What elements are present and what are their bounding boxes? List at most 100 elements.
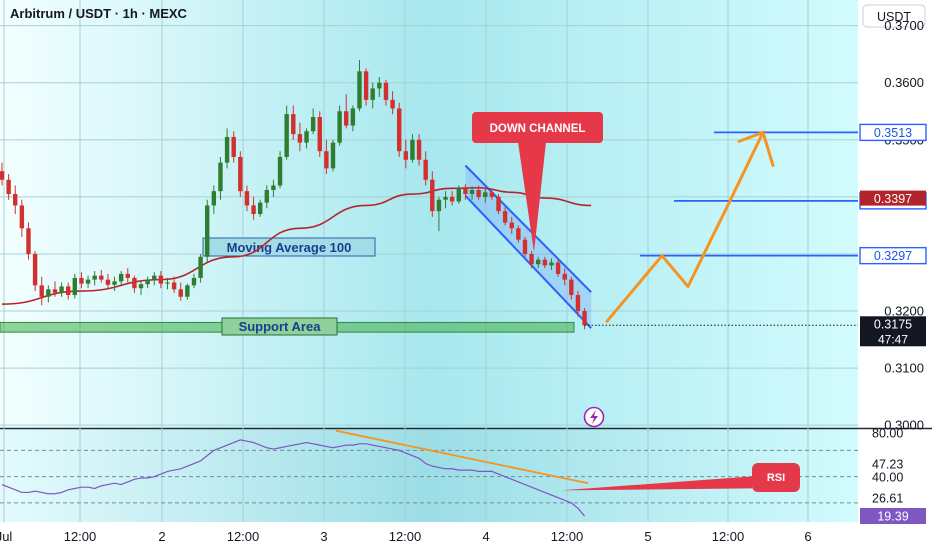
- candle: [66, 282, 71, 300]
- candle-body: [19, 205, 25, 229]
- rsi-level-label: 26.61: [872, 492, 903, 506]
- candle: [516, 225, 521, 243]
- price-grid: [0, 25, 858, 426]
- candle: [191, 273, 197, 289]
- candle-body: [66, 286, 71, 296]
- candle: [92, 271, 97, 286]
- candle-body: [582, 311, 587, 326]
- candle-body: [185, 285, 190, 297]
- candle-body: [132, 277, 137, 289]
- candle-body: [79, 277, 84, 284]
- candle: [224, 128, 230, 169]
- moving-average-label: Moving Average 100: [227, 240, 352, 255]
- level-tag-box: [859, 123, 927, 142]
- candle: [436, 196, 442, 232]
- candle-body: [410, 139, 415, 160]
- candle: [575, 291, 581, 317]
- down-channel-label: DOWN CHANNEL: [490, 123, 586, 135]
- candle-body: [59, 286, 64, 293]
- candle-body: [430, 179, 435, 212]
- candle-body: [125, 273, 130, 278]
- candle: [383, 79, 389, 106]
- candle-body: [152, 275, 157, 280]
- candle-body: [238, 156, 243, 192]
- candle-body: [264, 190, 269, 203]
- candle: [158, 271, 164, 289]
- candle: [59, 282, 64, 297]
- candle-body: [118, 273, 124, 282]
- candle-body: [297, 134, 303, 143]
- projection-arrowhead: [737, 130, 775, 167]
- candle: [403, 139, 409, 169]
- candle: [463, 184, 468, 200]
- candle-body: [529, 253, 534, 265]
- candle: [185, 283, 190, 300]
- support-area-label-box: [221, 317, 338, 336]
- candle-body: [390, 99, 395, 109]
- currency-button[interactable]: [862, 4, 926, 28]
- price-tick-label: 0.3700: [884, 18, 924, 33]
- rsi-line: [1, 439, 586, 517]
- candle: [476, 185, 481, 200]
- candle-body: [324, 151, 329, 169]
- candle-body: [443, 196, 448, 200]
- rsi-divergence-line: [335, 429, 589, 485]
- candle-body: [575, 295, 581, 312]
- candles: [0, 59, 587, 330]
- candle: [297, 122, 303, 152]
- candle-body: [476, 190, 481, 197]
- candle-body: [205, 205, 210, 257]
- candle-body: [522, 239, 528, 254]
- time-axis[interactable]: Jul 12:00 2 12:00 3 12:00 4 12:00 5 12:00 6: [0, 529, 812, 544]
- price-tick-label: 0.3000: [884, 418, 924, 433]
- candle-body: [224, 136, 230, 163]
- candle-body: [350, 108, 356, 126]
- price-tick-label: 0.3200: [884, 304, 924, 319]
- candle: [13, 185, 18, 214]
- candle-body: [165, 282, 170, 284]
- time-tick-label: 12:00: [227, 529, 260, 544]
- candle-body: [32, 253, 38, 286]
- candle: [284, 105, 289, 160]
- candle: [317, 111, 322, 157]
- candle: [211, 185, 217, 214]
- candle-body: [436, 199, 442, 212]
- candle-body: [370, 88, 375, 100]
- candle-body: [496, 196, 501, 212]
- rsi-label: RSI: [767, 472, 785, 484]
- svg-text:0.3397: 0.3397: [874, 192, 912, 206]
- candle: [430, 171, 435, 217]
- candle: [410, 134, 415, 163]
- candle-body: [344, 111, 349, 126]
- rsi-pane-background: [0, 429, 858, 522]
- candle: [370, 82, 375, 109]
- lightning-icon[interactable]: [583, 406, 605, 428]
- candle: [85, 275, 91, 289]
- currency-label: USDT: [877, 10, 911, 24]
- candle-body: [178, 289, 183, 297]
- candle: [456, 185, 461, 204]
- candle: [32, 251, 38, 292]
- price-tick-label: 0.3100: [884, 361, 924, 376]
- time-tick-label: 3: [320, 529, 327, 544]
- time-grid: [3, 0, 809, 522]
- bar-countdown: 47:47: [878, 332, 908, 346]
- price-axis-background: [858, 0, 932, 550]
- candle: [39, 276, 44, 306]
- candle-body: [99, 275, 104, 280]
- candle-body: [416, 139, 422, 160]
- candle-body: [72, 277, 78, 296]
- candle: [529, 251, 534, 269]
- candle: [337, 105, 342, 146]
- candle: [145, 276, 150, 289]
- candle: [502, 207, 508, 226]
- time-tick-label: 12:00: [712, 529, 745, 544]
- candle-body: [456, 188, 461, 202]
- candle: [132, 275, 137, 293]
- candle-body: [423, 159, 428, 180]
- candle-body: [105, 279, 111, 285]
- candle: [251, 196, 256, 220]
- candle: [125, 268, 130, 283]
